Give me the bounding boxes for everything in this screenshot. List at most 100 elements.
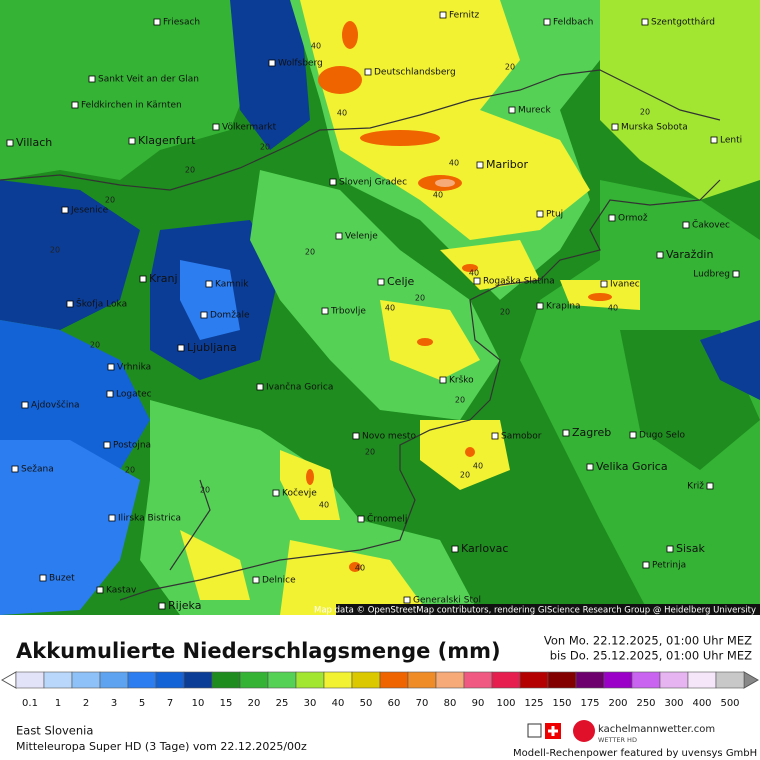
brand-logo [573, 720, 595, 742]
city-marker [642, 561, 650, 569]
city-marker [205, 280, 213, 288]
colorbar-label: 0.1 [22, 698, 38, 709]
city-label: Ormož [618, 214, 648, 224]
city-marker [562, 429, 570, 437]
region: East Slovenia [16, 724, 93, 738]
city-label: Jesenice [70, 206, 109, 216]
city-marker [543, 18, 551, 26]
city-marker [272, 489, 280, 497]
city-label: Petrinja [652, 561, 686, 571]
attribution: Map data © OpenStreetMap contributors, r… [314, 604, 760, 616]
colorbar-box [575, 671, 605, 689]
city-label: Buzet [49, 574, 75, 584]
contour-label: 40 [355, 564, 365, 573]
colorbar-label: 90 [472, 698, 485, 709]
city-marker [128, 137, 136, 145]
colorbar-box [15, 671, 45, 689]
city-label: Dugo Selo [639, 431, 685, 441]
city-label: Feldbach [553, 18, 593, 28]
colorbar-label: 5 [139, 698, 145, 709]
city-label: Trbovlje [330, 307, 366, 317]
search-icon [527, 723, 542, 738]
colorbar-box [435, 671, 465, 689]
colorbar-label: 40 [332, 698, 345, 709]
colorbar-label: 20 [248, 698, 261, 709]
city-label: Maribor [486, 158, 529, 171]
city-marker [106, 390, 114, 398]
colorbar-box [127, 671, 157, 689]
city-label: Sisak [676, 542, 706, 555]
city-marker [473, 277, 481, 285]
city-label: Lenti [720, 136, 742, 146]
city-marker [153, 18, 161, 26]
city-marker [682, 221, 690, 229]
city-label: Zagreb [572, 426, 611, 439]
city-marker [364, 68, 372, 76]
colorbar-box [687, 671, 717, 689]
colorbar-label: 175 [580, 698, 599, 709]
city-label: Kastav [106, 586, 137, 596]
city-label: Slovenj Gradec [339, 178, 407, 188]
colorbar-label: 300 [664, 698, 683, 709]
map: Friesach Fernitz Feldbach Szentgotthárd Wolf… [0, 0, 760, 616]
city-marker [335, 232, 343, 240]
colorbar-box [379, 671, 409, 689]
city-label: Friesach [163, 18, 200, 28]
contour-label: 40 [337, 109, 347, 118]
contour-label: 40 [608, 304, 618, 313]
city-marker [139, 275, 147, 283]
city-marker [600, 280, 608, 288]
colorbar-arrow-right [743, 671, 760, 689]
city-label: Škofja Loka [76, 298, 127, 310]
contour-label: 20 [460, 471, 470, 480]
city-label: Sankt Veit an der Glan [98, 75, 199, 85]
colorbar-label: 250 [636, 698, 655, 709]
colorbar-label: 100 [496, 698, 515, 709]
city-label: Karlovac [461, 542, 508, 555]
city-marker [88, 75, 96, 83]
city-label: Ivančna Gorica [266, 382, 333, 393]
colorbar-label: 60 [388, 698, 401, 709]
city-marker [6, 139, 14, 147]
city-marker [71, 101, 79, 109]
contour-label: 20 [105, 196, 115, 205]
city-label: Velika Gorica [596, 460, 668, 473]
city-marker [329, 178, 337, 186]
city-label: Mureck [518, 106, 551, 116]
city-label: Krapina [546, 302, 581, 312]
contour-label: 40 [469, 269, 479, 278]
city-label: Krško [449, 375, 474, 386]
city-marker [641, 18, 649, 26]
footer: East Slovenia Mitteleuropa Super HD (3 T… [16, 720, 757, 759]
colorbar-label: 25 [276, 698, 289, 709]
city-marker [352, 432, 360, 440]
city-marker [21, 401, 29, 409]
city-marker [39, 574, 47, 582]
city-label: Rogaška Slatina [483, 276, 555, 287]
city-marker [103, 441, 111, 449]
contour-label: 20 [455, 396, 465, 405]
colorbar-label: 15 [220, 698, 233, 709]
city-label: Križ [687, 482, 704, 492]
city-marker [96, 586, 104, 594]
city-marker [732, 270, 740, 278]
city-marker [357, 515, 365, 523]
city-label: Ptuj [546, 210, 563, 220]
city-marker [508, 106, 516, 114]
swiss-cross [548, 726, 558, 736]
colorbar-label: 2 [83, 698, 89, 709]
city-marker [158, 602, 166, 610]
valid-from: Von Mo. 22.12.2025, 01:00 Uhr MEZ [544, 634, 752, 648]
city-label: Velenje [345, 232, 378, 242]
city-label: Sežana [21, 465, 54, 475]
city-label: Črnomelj [367, 513, 407, 525]
legend: Akkumulierte Niederschlagsmenge (mm) Von… [0, 634, 760, 709]
attribution-text: Map data © OpenStreetMap contributors, r… [314, 606, 756, 616]
city-marker [403, 596, 411, 604]
colorbar-label: 200 [608, 698, 627, 709]
colorbar-box [351, 671, 381, 689]
city-label: Szentgotthárd [651, 18, 715, 28]
contour-label: 20 [305, 248, 315, 257]
city-label: Klagenfurt [138, 134, 196, 147]
colorbar-label: 150 [552, 698, 571, 709]
